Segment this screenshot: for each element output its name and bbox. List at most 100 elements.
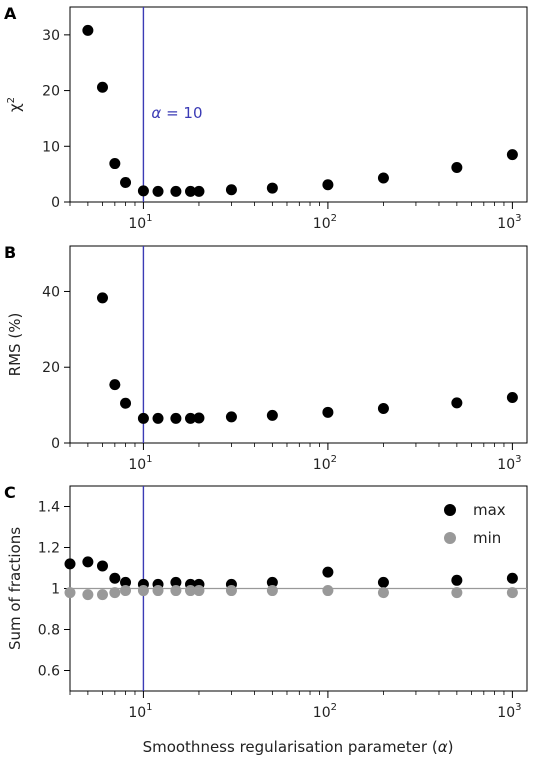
data-point [96, 81, 108, 93]
data-point [266, 585, 278, 597]
data-point [266, 576, 278, 588]
x-tick-label: 102 [313, 702, 337, 721]
panel-b: 0 20 40 101 102 103 RMS (%) B [4, 243, 528, 473]
data-point [96, 560, 108, 572]
y-tick-label: 0.6 [38, 664, 60, 680]
y-tick-label: 10 [42, 139, 60, 155]
data-point [266, 409, 278, 421]
data-point [377, 172, 389, 184]
data-point [225, 585, 237, 597]
y-axis-label: χ2 [6, 97, 24, 112]
data-point [170, 576, 182, 588]
data-point [193, 585, 205, 597]
data-point [109, 572, 121, 584]
data-point [82, 589, 94, 601]
x-tick-label: 101 [128, 213, 152, 232]
data-point [152, 185, 164, 197]
y-tick-label: 20 [42, 360, 60, 376]
data-point [322, 406, 334, 418]
axes-frame [69, 245, 528, 444]
data-point [451, 161, 463, 173]
y-axis-label: Sum of fractions [6, 527, 24, 650]
data-point [152, 585, 164, 597]
data-point [185, 585, 197, 597]
legend-marker [444, 504, 456, 516]
data-point [185, 412, 197, 424]
legend-label: min [473, 529, 501, 547]
data-point [322, 585, 334, 597]
y-tick-label: 1.2 [38, 541, 60, 557]
series-max [64, 556, 518, 590]
x-tick-label: 103 [497, 702, 521, 721]
data-point [82, 556, 94, 568]
y-axis-label: RMS (%) [6, 313, 24, 377]
x-tick-label: 101 [128, 454, 152, 473]
data-point [152, 412, 164, 424]
data-point [120, 177, 132, 188]
panel-a: 0 10 20 30 101 102 103 χ2 Aα = 10 [4, 4, 528, 232]
data-point [96, 292, 108, 304]
data-point [109, 158, 121, 170]
data-point [185, 185, 197, 197]
legend-label: max [473, 501, 506, 519]
data-point [82, 24, 94, 36]
x-tick-label: 101 [128, 702, 152, 721]
y-tick-label: 1 [51, 582, 60, 598]
x-tick-label: 102 [313, 454, 337, 473]
data-point [506, 149, 518, 161]
data-point [64, 558, 76, 570]
x-axis-label: Smoothness regularisation parameter (α) [143, 738, 454, 756]
y-tick-label: 30 [42, 28, 60, 44]
data-point [120, 585, 132, 597]
data-point [96, 589, 108, 601]
alpha-annotation: α = 10 [151, 104, 202, 122]
x-tick-label: 103 [497, 213, 521, 232]
panel-letter: C [4, 483, 16, 502]
data-point [137, 185, 149, 197]
y-tick-label: 20 [42, 84, 60, 100]
panel-letter: B [4, 243, 16, 262]
data-point [137, 585, 149, 597]
data-point [120, 576, 132, 588]
y-tick-label: 0 [51, 436, 60, 452]
x-tick-label: 102 [313, 213, 337, 232]
data-point [137, 412, 149, 424]
data-point [266, 182, 278, 194]
data-point [120, 397, 132, 409]
data-point [451, 587, 463, 599]
data-point [64, 587, 76, 599]
data-point [322, 179, 334, 191]
legend-marker [444, 532, 456, 544]
y-tick-label: 0 [51, 195, 60, 211]
data-point [377, 587, 389, 599]
data-point [170, 412, 182, 424]
legend: max min [444, 501, 506, 547]
data-point [322, 566, 334, 578]
data-point [193, 412, 205, 424]
data-point [451, 397, 463, 409]
data-point [225, 184, 237, 196]
data-point [377, 403, 389, 415]
data-point [170, 185, 182, 197]
data-point [109, 379, 121, 391]
y-tick-label: 1.4 [38, 500, 60, 516]
data-point [109, 587, 121, 599]
series-s0 [82, 24, 518, 197]
data-point [506, 572, 518, 584]
data-point [506, 392, 518, 404]
data-point [170, 585, 182, 597]
panel-letter: A [4, 4, 17, 23]
y-tick-label: 40 [42, 284, 60, 300]
data-point [193, 185, 205, 197]
y-tick-label: 0.8 [38, 623, 60, 639]
panel-c: 0.6 0.8 1 1.2 1.4 101 102 103 Sum of fractions Cm… [4, 483, 528, 721]
data-point [506, 587, 518, 599]
data-point [377, 576, 389, 588]
data-point [451, 574, 463, 586]
series-min [64, 585, 518, 601]
data-point [225, 411, 237, 423]
series-s0 [96, 292, 518, 424]
axes-frame [69, 6, 528, 203]
x-tick-label: 103 [497, 454, 521, 473]
